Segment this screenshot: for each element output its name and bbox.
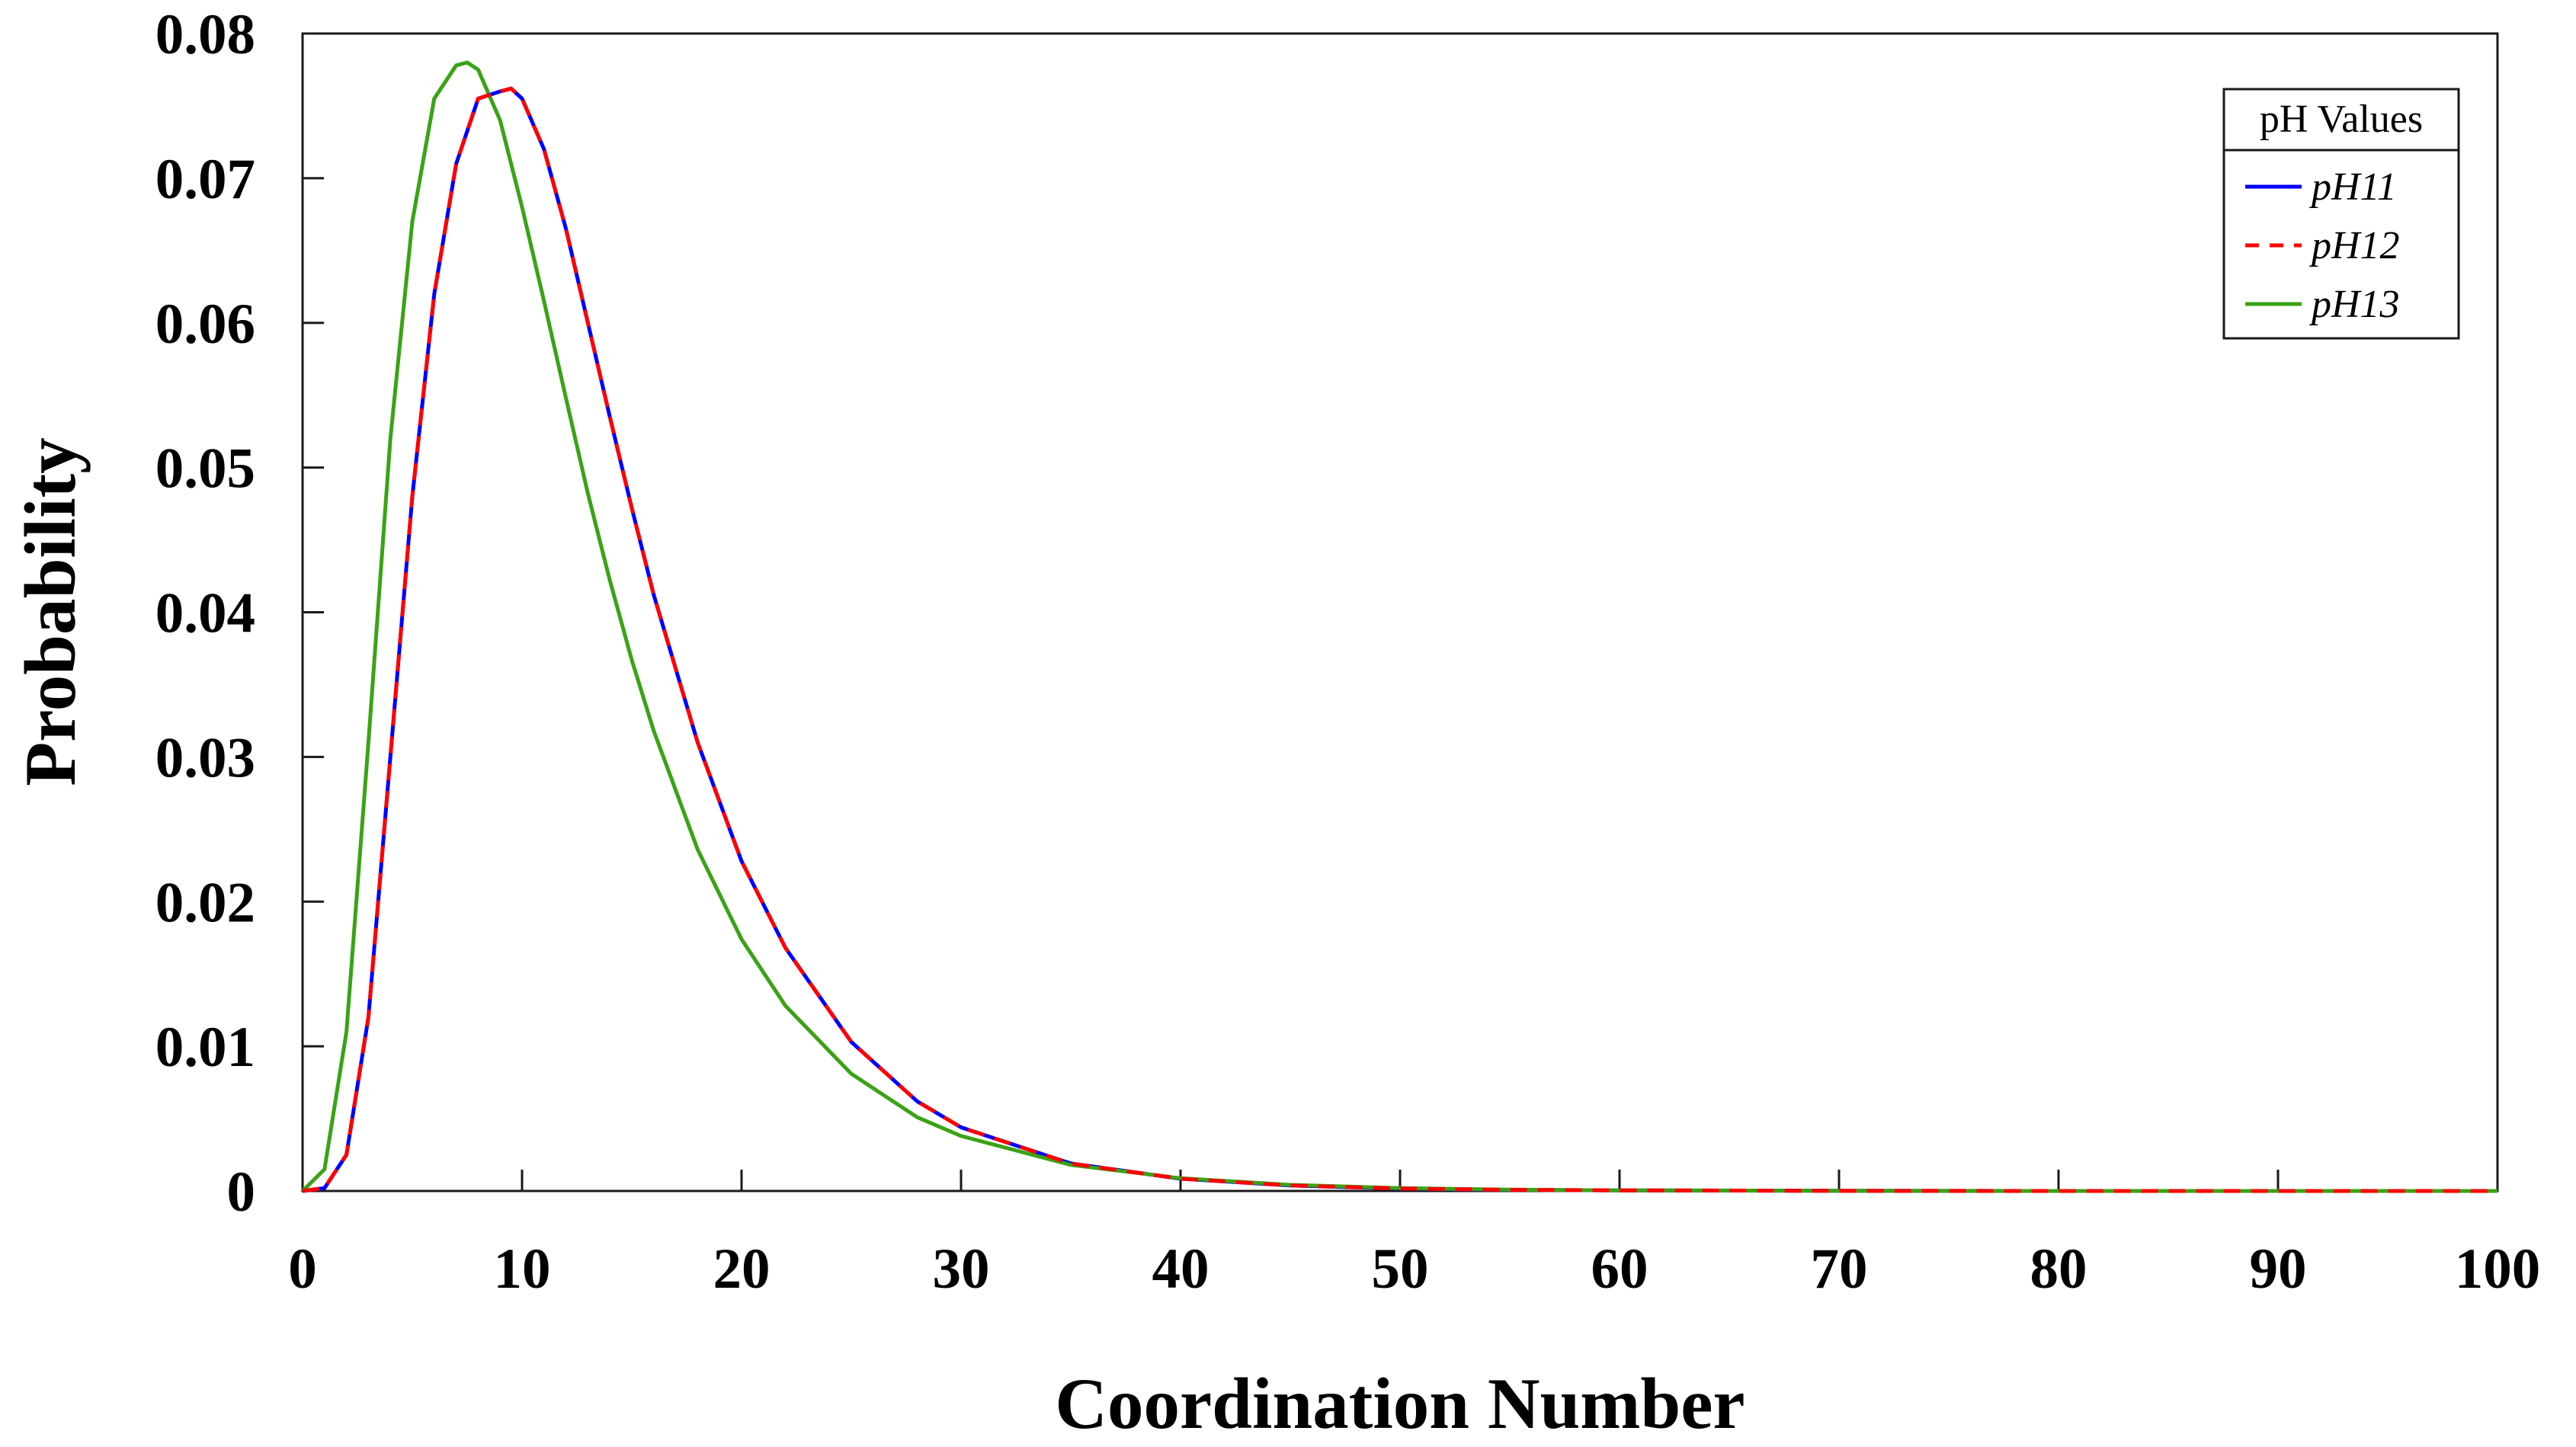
legend-title: pH Values xyxy=(2260,98,2423,141)
x-tick-label: 10 xyxy=(494,1237,551,1301)
x-tick-label: 20 xyxy=(713,1237,771,1301)
y-tick-label: 0.01 xyxy=(155,1016,255,1079)
x-tick-label: 90 xyxy=(2250,1237,2307,1301)
legend-label-ph12: pH12 xyxy=(2308,224,2400,267)
y-tick-label: 0.02 xyxy=(155,871,255,934)
plot-area xyxy=(301,32,2499,1192)
x-axis-ticks: 0 10 20 30 40 50 60 70 80 90 100 xyxy=(288,1170,2540,1301)
legend-label-ph13: pH13 xyxy=(2308,283,2400,326)
series-line-ph12 xyxy=(302,86,2498,1193)
y-tick-label: 0.08 xyxy=(155,3,255,66)
series-layer xyxy=(301,60,2498,1193)
y-axis-title: Probability xyxy=(10,437,91,786)
legend-label-ph11: pH11 xyxy=(2308,165,2397,209)
x-tick-label: 50 xyxy=(1372,1237,1429,1301)
legend-items: pH11 pH12 pH13 xyxy=(2245,165,2400,326)
y-tick-label: 0.03 xyxy=(155,726,255,789)
y-tick-label: 0.07 xyxy=(155,148,255,211)
y-axis-ticks: 0 0.01 0.02 0.03 0.04 0.05 0.06 0.07 0.08 xyxy=(155,3,324,1224)
y-tick-label: 0 xyxy=(227,1160,256,1224)
legend: pH Values pH11 pH12 pH13 xyxy=(2222,88,2460,340)
x-tick-label: 80 xyxy=(2030,1237,2087,1301)
x-tick-label: 40 xyxy=(1152,1237,1210,1301)
x-tick-label: 70 xyxy=(1811,1237,1868,1301)
x-tick-label: 30 xyxy=(933,1237,990,1301)
y-tick-label: 0.06 xyxy=(155,293,255,356)
y-tick-label: 0.05 xyxy=(155,437,255,501)
x-axis-title: Coordination Number xyxy=(1055,1363,1745,1444)
legend-box xyxy=(2222,88,2460,340)
x-tick-label: 0 xyxy=(288,1237,317,1301)
x-tick-label: 60 xyxy=(1591,1237,1648,1301)
y-tick-label: 0.04 xyxy=(155,582,255,645)
x-tick-label: 100 xyxy=(2455,1237,2541,1301)
series-line-ph13 xyxy=(301,60,2498,1193)
